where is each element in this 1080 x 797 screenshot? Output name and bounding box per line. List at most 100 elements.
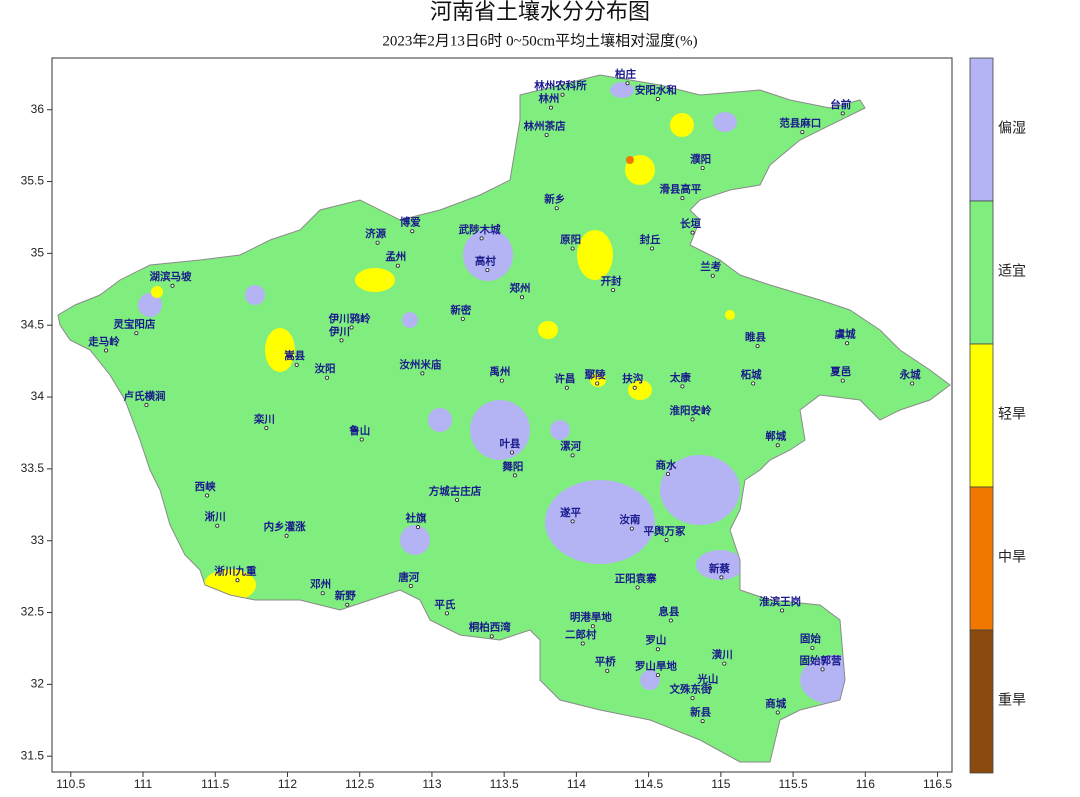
station-dot xyxy=(800,130,805,135)
station-dot xyxy=(664,538,669,543)
station-dot xyxy=(605,668,610,673)
province xyxy=(57,74,951,763)
station-dot xyxy=(840,378,845,383)
station-label: 鄢陵 xyxy=(584,368,606,381)
station-label: 正阳袁寨 xyxy=(615,572,657,585)
station-label: 唐河 xyxy=(398,570,419,583)
station-dot xyxy=(655,647,660,652)
station-dot xyxy=(134,331,139,336)
station-dot xyxy=(345,602,350,607)
station-dot xyxy=(820,667,825,672)
station-label: 虞城 xyxy=(835,328,856,341)
x-tick-label: 110.5 xyxy=(56,777,85,791)
patch xyxy=(577,230,613,280)
patch xyxy=(538,321,558,339)
station-dot xyxy=(320,591,325,596)
x-tick-label: 111 xyxy=(134,777,153,791)
patch xyxy=(400,525,430,555)
station-label: 平桥 xyxy=(595,655,616,668)
station-label: 郸城 xyxy=(765,430,786,443)
station-label: 商城 xyxy=(765,697,786,710)
legend-label: 轻旱 xyxy=(998,407,1026,423)
station-dot xyxy=(144,403,149,408)
station-dot xyxy=(655,673,660,678)
station-dot xyxy=(349,325,354,330)
station-label: 走马岭 xyxy=(87,335,120,348)
station-label: 伊川 xyxy=(328,325,350,338)
legend-swatch xyxy=(969,200,994,345)
station-label: 林州 xyxy=(538,92,559,105)
patch xyxy=(151,286,163,298)
station-label: 西峡 xyxy=(195,480,216,493)
patch xyxy=(245,285,265,305)
station-label: 新蔡 xyxy=(709,562,730,575)
station-dot xyxy=(410,229,415,234)
station-dot xyxy=(339,338,344,343)
station-dot xyxy=(489,634,494,639)
station-dot xyxy=(700,165,705,170)
station-label: 睢县 xyxy=(745,331,766,344)
station-dot xyxy=(611,288,616,293)
patch xyxy=(610,82,634,98)
station-dot xyxy=(625,81,630,86)
x-tick-label: 113.5 xyxy=(490,777,519,791)
station-dot xyxy=(635,585,640,590)
station-label: 禹州 xyxy=(489,365,510,378)
y-tick-label: 35 xyxy=(31,246,45,260)
station-label: 伊川鸦岭 xyxy=(328,312,371,325)
y-tick-label: 32.5 xyxy=(21,605,45,619)
x-tick-label: 112.5 xyxy=(345,777,374,791)
station-dot xyxy=(751,381,756,386)
station-label: 固始郭营 xyxy=(800,654,842,667)
station-label: 邓州 xyxy=(309,579,331,591)
station-dot xyxy=(554,206,559,211)
station-dot xyxy=(460,316,465,321)
station-dot xyxy=(416,525,421,530)
station-label: 博爱 xyxy=(400,216,421,229)
station-label: 栾川 xyxy=(253,412,275,425)
station-label: 封丘 xyxy=(640,233,661,246)
patch xyxy=(138,293,162,317)
patch xyxy=(725,310,735,320)
station-label: 明港旱地 xyxy=(570,611,612,624)
x-tick-label: 112 xyxy=(278,777,297,791)
patch xyxy=(590,373,606,387)
station-dot xyxy=(359,437,364,442)
map-subtitle: 2023年2月13日6时 0~50cm平均土壤相对湿度(%) xyxy=(382,31,697,49)
station-dot xyxy=(690,417,695,422)
patch xyxy=(470,400,530,460)
station-label: 平氏 xyxy=(434,598,455,611)
station-label: 光山 xyxy=(696,672,718,685)
legend-swatch xyxy=(969,343,994,488)
moisture-patches xyxy=(138,82,870,705)
station-label: 罗山 xyxy=(645,634,666,647)
station-label: 嵩县 xyxy=(284,349,305,362)
patch xyxy=(626,156,634,164)
station-dot xyxy=(650,246,655,251)
station-label: 商水 xyxy=(655,458,676,471)
station-dot xyxy=(570,453,575,458)
station-label: 淮阳安岭 xyxy=(670,404,712,417)
station-dot xyxy=(408,584,413,589)
station-dot xyxy=(294,362,299,367)
station-label: 灵宝阳店 xyxy=(112,318,155,331)
x-tick-label: 115.5 xyxy=(779,777,808,791)
station-label: 舞阳 xyxy=(501,460,523,473)
station-dot xyxy=(722,661,727,666)
station-dot xyxy=(632,385,637,390)
station-label: 武陟木城 xyxy=(459,223,501,236)
patch xyxy=(670,113,694,137)
station-label: 台前 xyxy=(830,98,851,111)
station-label: 林州农科所 xyxy=(534,79,587,92)
station-dot xyxy=(235,578,240,583)
station-dot xyxy=(665,471,670,476)
station-label: 息县 xyxy=(658,605,679,618)
station-dot xyxy=(455,497,460,502)
y-tick-label: 33.5 xyxy=(21,461,45,475)
station-label: 兰考 xyxy=(700,260,721,273)
legend-swatch xyxy=(969,486,994,631)
y-tick-label: 32 xyxy=(31,677,45,691)
station-label: 新野 xyxy=(335,589,356,602)
station-label: 扶沟 xyxy=(622,372,643,385)
